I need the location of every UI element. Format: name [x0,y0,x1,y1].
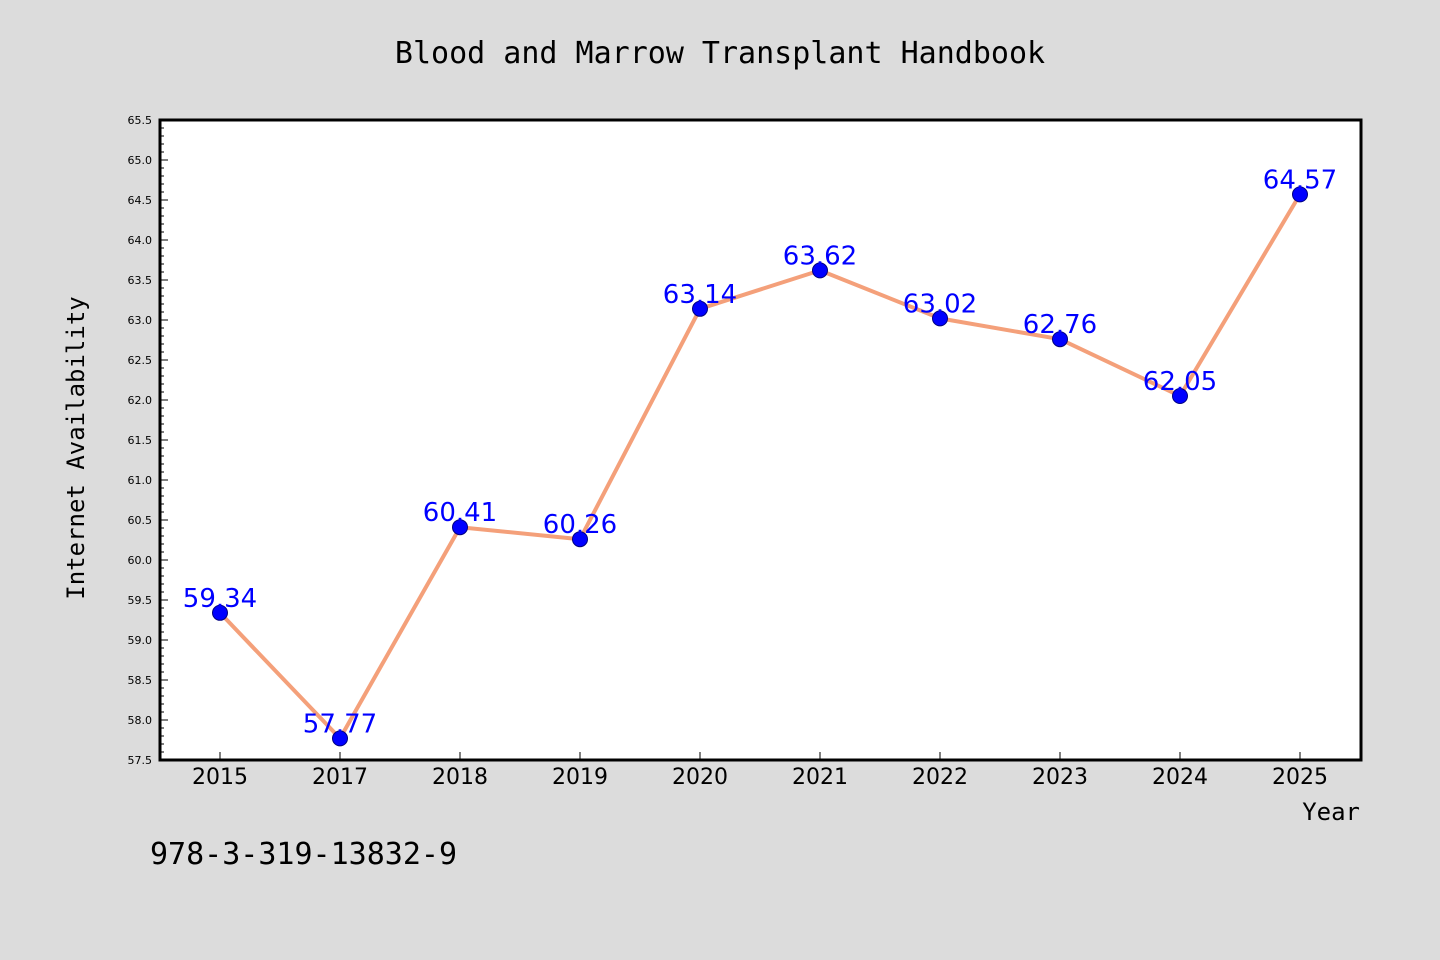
x-tick-label: 2023 [1032,765,1088,790]
data-point [1292,186,1308,203]
y-tick-label: 62.5 [128,354,153,367]
data-point [932,310,948,327]
x-tick-label: 2017 [312,765,368,790]
y-axis: 57.5 58.0 58.5 59.0 59.5 60.0 60.5 61.0 61.5 62.0… [128,114,168,767]
x-axis: 2015 2017 2018 2019 2020 2021 2022 2023 2024 2025 [192,752,1328,790]
x-tick-label: 2019 [552,765,608,790]
data-label: 63.02 [903,289,977,319]
y-tick-label: 57.5 [128,754,153,767]
data-label: 63.62 [783,241,857,271]
data-label-layer: 59.34 57.77 60.41 60.26 63.14 63.62 63.02 62.76… [183,165,1337,739]
data-point [812,262,828,279]
data-point [572,531,588,548]
y-tick-label: 63.0 [128,314,153,327]
data-point [332,730,348,747]
y-axis-label: Internet Availability [62,296,90,599]
y-tick-label: 61.0 [128,474,153,487]
x-tick-label: 2022 [912,765,968,790]
data-point [692,300,708,317]
data-label: 63.14 [663,280,737,310]
data-label: 57.77 [303,709,377,739]
y-tick-label: 60.0 [128,554,153,567]
y-tick-label: 59.5 [128,594,153,607]
x-tick-label: 2025 [1272,765,1328,790]
y-tick-label: 62.0 [128,394,153,407]
series-line-layer [218,192,1302,741]
chart-title: Blood and Marrow Transplant Handbook [395,36,1045,71]
y-tick-label: 58.0 [128,714,153,727]
x-tick-label: 2018 [432,765,488,790]
x-tick-label: 2024 [1152,765,1208,790]
data-label: 60.26 [543,510,617,540]
data-label: 62.76 [1023,310,1097,340]
x-tick-label: 2020 [672,765,728,790]
y-tick-label: 65.0 [128,154,153,167]
y-tick-label: 64.0 [128,234,153,247]
data-label: 59.34 [183,584,257,614]
x-tick-label: 2015 [192,765,248,790]
data-label: 62.05 [1143,367,1217,397]
y-tick-label: 61.5 [128,434,153,447]
y-tick-label: 65.5 [128,114,153,127]
x-tick-label: 2021 [792,765,848,790]
series-marker-layer [212,186,1308,747]
data-point [452,519,468,536]
y-tick-label: 64.5 [128,194,153,207]
x-axis-label: Year [1302,798,1360,826]
y-tick-label: 59.0 [128,634,153,647]
data-point [1172,388,1188,404]
data-point [1052,331,1068,348]
isbn-footnote: 978-3-319-13832-9 [150,837,457,872]
y-tick-label: 63.5 [128,274,153,287]
data-point [212,604,228,621]
data-label: 64.57 [1263,165,1337,195]
data-label: 60.41 [423,498,497,528]
series-line [218,192,1302,741]
y-tick-label: 58.5 [128,674,153,687]
y-tick-label: 60.5 [128,514,153,527]
plot-area [158,118,1363,762]
